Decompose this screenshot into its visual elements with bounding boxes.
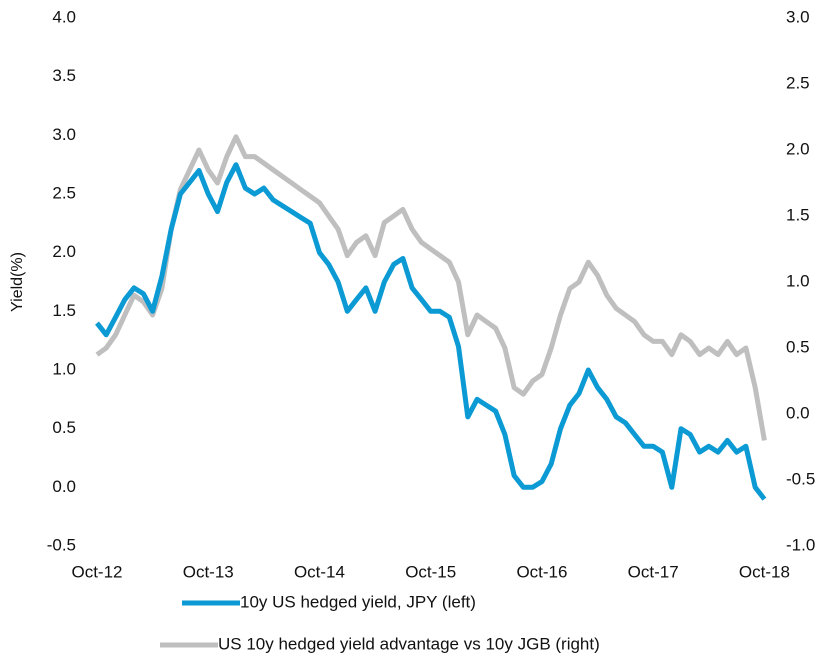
x-tick-label: Oct-18: [739, 562, 790, 581]
y-tick-label: 2.5: [52, 183, 76, 202]
y2-tick-label: -1.0: [786, 535, 815, 554]
x-tick-label: Oct-13: [183, 562, 234, 581]
y2-tick-label: 2.5: [786, 73, 810, 92]
y-tick-label: 0.0: [52, 477, 76, 496]
x-tick-label: Oct-14: [294, 562, 345, 581]
y2-tick-label: 1.0: [786, 271, 810, 290]
x-tick-label: Oct-15: [405, 562, 456, 581]
y2-tick-label: -0.5: [786, 469, 815, 488]
y-tick-label: 3.5: [52, 66, 76, 85]
legend-label: 10y US hedged yield, JPY (left): [240, 592, 476, 611]
x-tick-label: Oct-12: [71, 562, 122, 581]
y-tick-label: 4.0: [52, 7, 76, 26]
y2-tick-label: 2.0: [786, 139, 810, 158]
y2-tick-label: 0.5: [786, 337, 810, 356]
x-tick-label: Oct-17: [628, 562, 679, 581]
x-tick-label: Oct-16: [516, 562, 567, 581]
legend-label: US 10y hedged yield advantage vs 10y JGB…: [218, 634, 600, 653]
y-tick-label: 1.0: [52, 359, 76, 378]
y2-tick-label: 3.0: [786, 7, 810, 26]
y-axis-label: Yield(%): [9, 252, 26, 312]
y-tick-label: -0.5: [47, 535, 76, 554]
series-line: [95, 134, 767, 441]
y-tick-label: 1.5: [52, 301, 76, 320]
y-tick-label: 2.0: [52, 242, 76, 261]
y2-tick-label: 1.5: [786, 205, 810, 224]
y-tick-label: 3.0: [52, 125, 76, 144]
y2-tick-label: 0.0: [786, 403, 810, 422]
y-tick-label: 0.5: [52, 418, 76, 437]
series-line: [95, 162, 767, 501]
